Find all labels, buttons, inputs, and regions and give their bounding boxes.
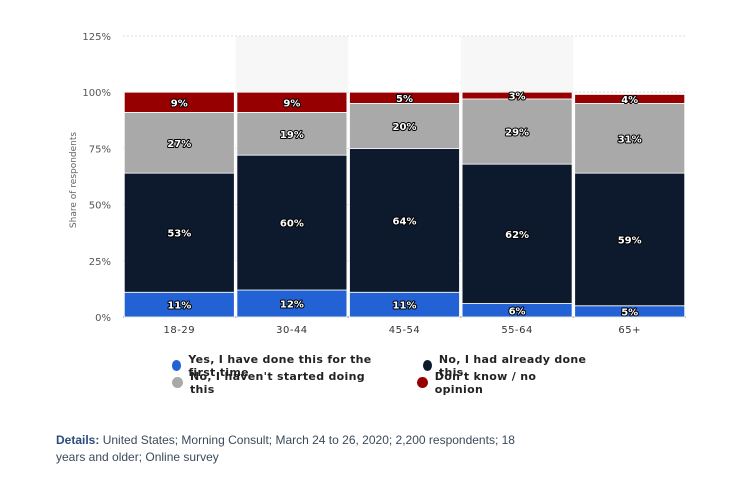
bar-segment[interactable] — [461, 98, 573, 165]
legend-dot-icon — [422, 360, 432, 371]
legend-item-not-started[interactable]: No, I haven't started doing this — [172, 370, 393, 396]
y-tick-label: 0% — [95, 313, 111, 324]
legend-dot-icon — [172, 377, 183, 388]
legend-label: Yes, I have done this for the first time — [188, 352, 372, 379]
data-label: 19% — [280, 130, 304, 141]
details-note: Details: United States; Morning Consult;… — [56, 432, 526, 466]
bar-segment[interactable] — [236, 91, 348, 113]
legend-label: No, I had already done this — [438, 352, 587, 379]
data-label: 3% — [509, 92, 526, 103]
data-label: 59% — [618, 235, 642, 246]
data-label: 11% — [167, 301, 191, 312]
stacked-bar-chart: 0% 25% 50% 75% 100% 125% 11% 53% 27% 9% 12% 60% 19%… — [69, 32, 686, 336]
legend-item-already-done[interactable]: No, I had already done this — [422, 352, 588, 379]
bar-segment[interactable] — [349, 103, 460, 149]
legend-dot-icon — [172, 360, 182, 371]
data-label: 60% — [280, 219, 304, 230]
data-label: 29% — [505, 128, 529, 139]
y-tick-label: 25% — [89, 257, 111, 268]
bar-segment[interactable] — [236, 289, 348, 318]
bar-segment[interactable] — [236, 112, 348, 156]
bar-segment[interactable] — [574, 103, 686, 174]
bar-segment[interactable] — [236, 154, 348, 291]
y-axis-ticks: 0% 25% 50% 75% 100% 125% — [82, 32, 111, 324]
x-tick-label: 18-29 — [164, 325, 196, 336]
x-tick-label: 45-54 — [389, 325, 421, 336]
y-axis-label: Share of respondents — [69, 132, 79, 229]
bar-segment[interactable] — [574, 172, 686, 307]
data-label: 11% — [393, 301, 417, 312]
data-label: 5% — [621, 307, 638, 318]
legend-item-dont-know[interactable]: Don't know / no opinion — [416, 369, 588, 396]
bar-segment[interactable] — [349, 91, 460, 104]
details-text: United States; Morning Consult; March 24… — [56, 433, 515, 464]
data-label: 5% — [396, 94, 413, 105]
data-label: 4% — [621, 95, 638, 106]
data-label: 64% — [393, 216, 417, 227]
x-axis-ticks: 18-29 30-44 45-54 55-64 65+ — [164, 325, 641, 336]
bar-segment[interactable] — [461, 91, 573, 100]
x-tick-label: 65+ — [618, 325, 641, 336]
y-tick-label: 125% — [82, 32, 111, 43]
legend-dot-icon — [416, 377, 428, 388]
y-tick-label: 50% — [89, 201, 111, 212]
legend-row-1: Yes, I have done this for the first time… — [172, 353, 612, 379]
bar-segment[interactable] — [123, 91, 235, 113]
legend-label: Don't know / no opinion — [434, 369, 537, 396]
data-label: 53% — [167, 229, 191, 240]
bar-segment[interactable] — [349, 291, 460, 318]
data-label: 31% — [618, 134, 642, 145]
bars: 11% 53% 27% 9% 12% 60% 19% 9% 11% 64% 20% 5% 6% 62% 29… — [123, 91, 686, 319]
data-label: 6% — [509, 306, 526, 317]
data-label: 9% — [283, 98, 300, 109]
legend-item-first-time[interactable]: Yes, I have done this for the first time — [172, 353, 399, 379]
x-tick-label: 30-44 — [276, 325, 308, 336]
x-tick-label: 55-64 — [501, 325, 533, 336]
data-label: 9% — [171, 98, 188, 109]
legend-row-2: No, I haven't started doing this Don't k… — [172, 370, 612, 396]
data-label: 12% — [280, 300, 304, 311]
data-label: 62% — [505, 230, 529, 241]
legend: Yes, I have done this for the first time… — [172, 353, 612, 396]
bar-segment[interactable] — [123, 172, 235, 293]
legend-label: No, I haven't started doing this — [189, 369, 365, 396]
data-label: 27% — [167, 139, 191, 150]
bar-segment[interactable] — [349, 147, 460, 293]
y-tick-label: 100% — [82, 88, 111, 99]
details-label: Details: — [56, 433, 100, 447]
bar-segment[interactable] — [461, 163, 573, 304]
y-tick-label: 75% — [89, 144, 111, 155]
bar-segment[interactable] — [123, 291, 235, 318]
data-label: 20% — [393, 122, 417, 133]
bar-segment[interactable] — [574, 94, 686, 104]
